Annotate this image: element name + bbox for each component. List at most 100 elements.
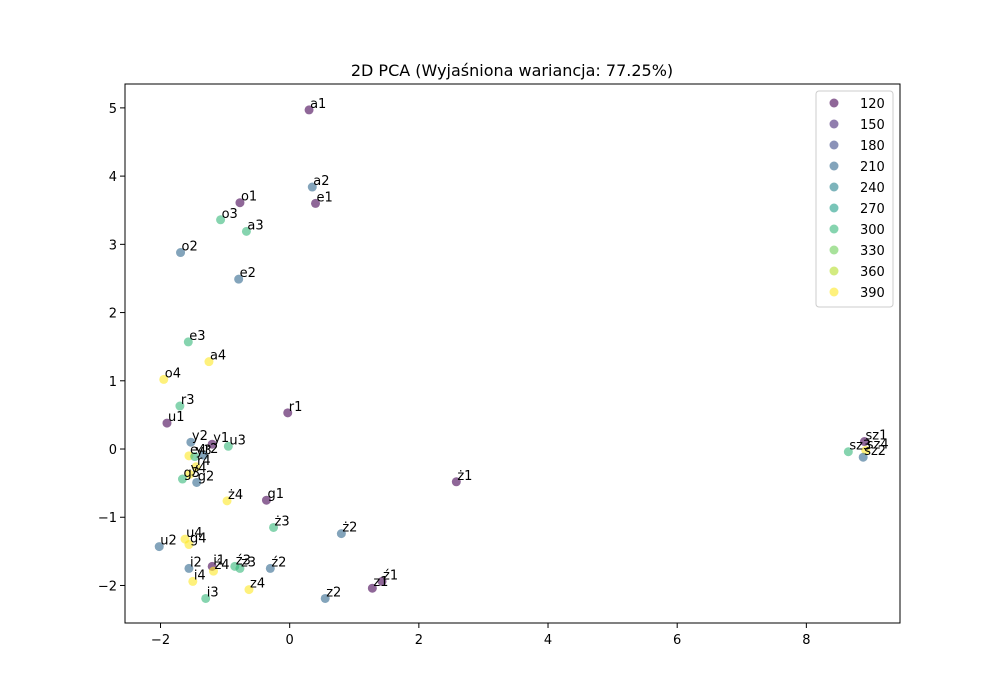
data-point	[377, 576, 387, 586]
legend-marker	[829, 161, 839, 171]
point-label: g3	[183, 466, 200, 481]
data-point	[191, 462, 201, 472]
point-label: sz3	[849, 439, 871, 454]
point-label: y4	[191, 461, 207, 476]
data-point	[311, 198, 321, 208]
data-point	[216, 215, 226, 225]
data-point	[265, 563, 275, 573]
y-tick-label: 4	[109, 170, 117, 185]
data-point	[190, 452, 200, 462]
point-label: sz1	[865, 429, 887, 444]
point-label: e3	[189, 329, 205, 344]
point-label: a3	[247, 218, 263, 233]
point-label: y1	[213, 431, 229, 446]
y-tick-label: 1	[109, 375, 117, 390]
legend-label: 300	[860, 223, 885, 238]
point-label: u2	[160, 534, 177, 549]
point-label: o3	[222, 207, 238, 222]
points-layer	[154, 105, 871, 603]
point-label: a1	[310, 97, 326, 112]
data-point	[208, 566, 218, 576]
data-point	[307, 182, 317, 192]
legend-label: 120	[860, 97, 885, 112]
point-label: o4	[165, 366, 181, 381]
data-point	[367, 583, 377, 593]
data-point	[185, 469, 195, 479]
legend-label: 330	[860, 244, 885, 259]
point-label: e1	[317, 190, 333, 205]
point-label: z1	[373, 575, 388, 590]
y-tick-label: 0	[109, 443, 117, 458]
legend-label: 390	[860, 286, 885, 301]
legend-label: 270	[860, 202, 885, 217]
data-point	[175, 401, 185, 411]
x-tick-label: 8	[802, 633, 810, 648]
legend-marker	[829, 266, 839, 276]
point-label: o2	[182, 240, 198, 255]
data-point	[222, 496, 232, 506]
y-tick-label: 3	[109, 238, 117, 253]
x-tick-label: 2	[415, 633, 423, 648]
point-label: e4	[190, 443, 206, 458]
data-point	[859, 437, 869, 447]
legend-marker	[829, 245, 839, 255]
data-point	[261, 495, 271, 505]
point-label: u1	[168, 410, 185, 425]
point-label: o1	[241, 190, 257, 205]
point-label: ż3	[275, 514, 290, 529]
data-point	[207, 439, 217, 449]
y-tick-label: 2	[109, 307, 117, 322]
legend: 120 150 180 210 240 270 300 330 360 390	[815, 90, 894, 308]
legend-label: 240	[860, 181, 885, 196]
x-tick-label: 0	[286, 633, 294, 648]
legend-marker	[829, 203, 839, 213]
y-tick-label: 5	[109, 102, 117, 117]
point-label: ź2	[271, 555, 286, 570]
chart-title: 2D PCA (Wyjaśniona wariancja: 77.25%)	[351, 61, 673, 80]
point-label: e2	[240, 266, 256, 281]
legend-marker	[829, 140, 839, 150]
point-label: a2	[313, 174, 329, 189]
point-label: i3	[207, 585, 219, 600]
point-label: a4	[210, 349, 226, 364]
data-point	[336, 529, 346, 539]
x-tick-label: −2	[151, 633, 170, 648]
point-label: u3	[229, 433, 246, 448]
data-point	[154, 542, 164, 552]
point-label: g1	[267, 487, 284, 502]
point-label: ź4	[214, 558, 229, 573]
point-label: sz2	[864, 444, 886, 459]
point-label: i1	[213, 553, 225, 568]
data-point	[235, 198, 245, 208]
data-point	[186, 437, 196, 447]
x-tick-label: 6	[673, 633, 681, 648]
data-point	[177, 474, 187, 484]
point-label: r4	[197, 454, 211, 469]
data-point	[843, 447, 853, 457]
data-point	[184, 563, 194, 573]
data-point	[235, 563, 245, 573]
data-point	[283, 408, 293, 418]
data-point	[223, 441, 233, 451]
data-point	[199, 450, 209, 460]
data-point	[320, 593, 330, 603]
legend-marker	[829, 287, 839, 297]
point-label: ź3	[236, 553, 251, 568]
point-label: r3	[181, 393, 195, 408]
point-label: z3	[241, 555, 256, 570]
legend-marker	[829, 119, 839, 129]
data-point	[304, 105, 314, 115]
point-label: g2	[198, 469, 215, 484]
y-tick-label: −2	[98, 579, 117, 594]
data-point	[162, 418, 172, 428]
data-point	[159, 374, 169, 384]
data-point	[184, 540, 194, 550]
plot-frame	[124, 83, 901, 624]
point-label: y3	[196, 444, 212, 459]
point-label: ż2	[342, 521, 357, 536]
data-point	[183, 337, 193, 347]
data-point	[861, 445, 871, 455]
x-axis: −2 0 2 4 6 8	[151, 623, 810, 648]
point-label: ż1	[457, 469, 472, 484]
